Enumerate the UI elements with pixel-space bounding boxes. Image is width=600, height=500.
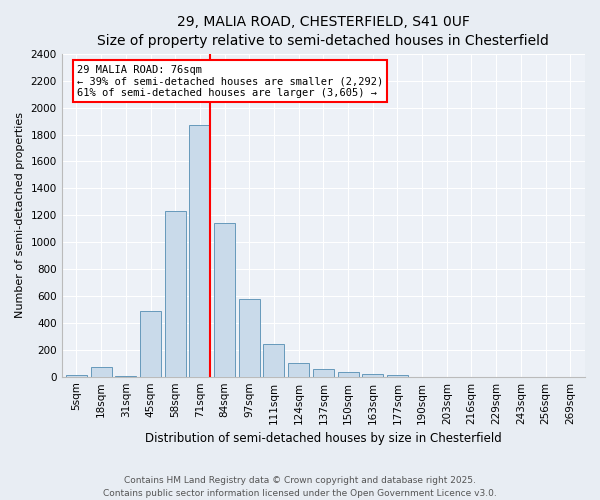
Bar bbox=[190, 125, 211, 376]
Y-axis label: Number of semi-detached properties: Number of semi-detached properties bbox=[15, 112, 25, 318]
Bar bbox=[263, 344, 284, 376]
Bar bbox=[338, 372, 359, 376]
Text: Contains HM Land Registry data © Crown copyright and database right 2025.
Contai: Contains HM Land Registry data © Crown c… bbox=[103, 476, 497, 498]
Bar bbox=[91, 366, 112, 376]
Text: 29 MALIA ROAD: 76sqm
← 39% of semi-detached houses are smaller (2,292)
61% of se: 29 MALIA ROAD: 76sqm ← 39% of semi-detac… bbox=[77, 64, 383, 98]
Bar bbox=[313, 368, 334, 376]
Bar bbox=[239, 298, 260, 376]
Bar bbox=[165, 211, 186, 376]
Bar bbox=[362, 374, 383, 376]
Bar bbox=[214, 224, 235, 376]
X-axis label: Distribution of semi-detached houses by size in Chesterfield: Distribution of semi-detached houses by … bbox=[145, 432, 502, 445]
Bar bbox=[66, 374, 87, 376]
Title: 29, MALIA ROAD, CHESTERFIELD, S41 0UF
Size of property relative to semi-detached: 29, MALIA ROAD, CHESTERFIELD, S41 0UF Si… bbox=[97, 15, 549, 48]
Bar bbox=[288, 362, 309, 376]
Bar bbox=[140, 311, 161, 376]
